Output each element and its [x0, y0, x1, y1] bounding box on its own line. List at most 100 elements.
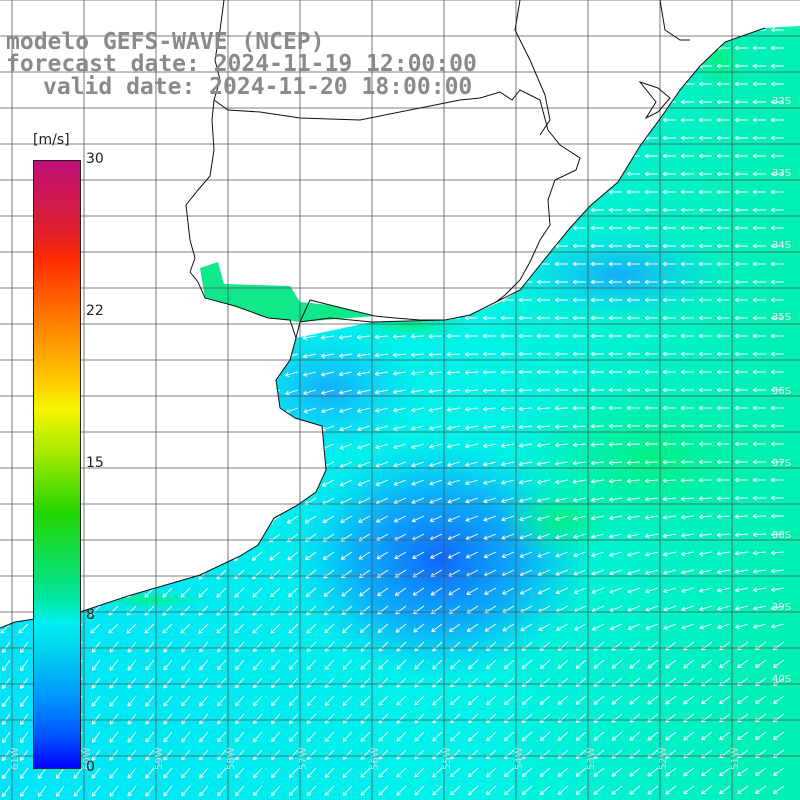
- wind-arrow: [145, 641, 155, 653]
- wind-arrow: [163, 677, 173, 689]
- wind-arrow: [608, 478, 623, 484]
- wind-arrow: [181, 731, 191, 743]
- wind-arrow: [537, 551, 551, 558]
- wind-arrow: [572, 387, 586, 393]
- wind-arrow: [338, 371, 353, 377]
- wind-arrow: [303, 371, 317, 377]
- wind-arrow: [73, 785, 83, 797]
- wind-arrow: [554, 387, 568, 393]
- wind-arrow: [663, 587, 677, 594]
- wind-arrow: [734, 153, 748, 159]
- wind-arrow: [429, 425, 443, 431]
- wind-arrow: [252, 731, 263, 743]
- wind-arrow: [626, 207, 640, 213]
- wind-arrow: [429, 461, 443, 468]
- wind-arrow: [770, 550, 785, 556]
- wind-arrow: [518, 387, 533, 393]
- river-plate-estuary: [200, 262, 375, 322]
- wind-arrow: [521, 713, 533, 724]
- wind-arrow: [644, 441, 659, 447]
- wind-arrow: [557, 695, 569, 705]
- wind-arrow: [572, 225, 586, 231]
- wind-arrow: [251, 551, 263, 561]
- colorbar-tick-8: 8: [86, 607, 95, 623]
- wind-arrow: [536, 297, 550, 303]
- wind-arrow: [269, 551, 281, 561]
- wind-arrow: [412, 587, 425, 596]
- wind-arrow: [752, 351, 766, 357]
- wind-arrow: [680, 387, 694, 393]
- wind-arrow: [235, 713, 245, 725]
- wind-arrow: [518, 406, 533, 412]
- wind-arrow: [608, 279, 622, 285]
- wind-arrow: [662, 351, 676, 357]
- wind-arrow: [680, 135, 694, 141]
- wind-arrow: [608, 189, 622, 195]
- wind-arrow: [683, 785, 695, 795]
- wind-arrow: [734, 243, 748, 249]
- wind-arrow: [593, 659, 605, 669]
- wind-arrow: [324, 695, 335, 706]
- wind-arrow: [518, 297, 532, 303]
- wind-arrow: [127, 731, 137, 743]
- wind-arrow: [536, 351, 550, 357]
- wind-arrow: [145, 785, 155, 797]
- wind-arrow: [432, 731, 443, 742]
- wind-arrow: [629, 767, 641, 777]
- wind-arrow: [339, 443, 353, 450]
- wind-arrow: [572, 279, 586, 285]
- wind-arrow: [338, 353, 353, 358]
- wind-arrow: [716, 514, 731, 520]
- wind-arrow: [145, 677, 155, 689]
- longitude-label: 55W: [442, 747, 453, 770]
- wind-arrow: [501, 497, 515, 504]
- wind-arrow: [608, 515, 623, 521]
- wind-arrow: [608, 497, 623, 502]
- wind-arrow: [199, 641, 209, 653]
- wind-arrow: [557, 749, 569, 759]
- wind-arrow: [752, 225, 766, 231]
- wind-arrow: [770, 63, 784, 69]
- wind-arrow: [446, 370, 461, 376]
- wind-arrow: [662, 496, 677, 502]
- longitude-label: 51W: [730, 747, 741, 770]
- wind-arrow: [537, 515, 551, 522]
- wind-arrow: [734, 495, 749, 501]
- wind-arrow: [572, 424, 587, 429]
- wind-arrow: [446, 388, 461, 394]
- wind-arrow: [288, 659, 299, 671]
- wind-arrow: [647, 767, 659, 777]
- wind-arrow: [360, 785, 371, 796]
- wind-arrow: [486, 659, 497, 670]
- wind-arrow: [626, 387, 640, 393]
- wind-arrow: [662, 405, 676, 411]
- wind-arrow: [109, 695, 119, 707]
- wind-arrow: [626, 351, 640, 357]
- wind-arrow: [464, 370, 479, 375]
- wind-arrow: [521, 785, 533, 796]
- wind-arrow: [752, 495, 766, 501]
- wind-arrow: [734, 207, 748, 213]
- wind-arrow: [591, 533, 605, 539]
- wind-arrow: [321, 479, 335, 487]
- wind-arrow: [662, 387, 676, 393]
- wind-arrow: [716, 243, 730, 249]
- wind-arrow: [305, 587, 317, 597]
- wind-arrow: [557, 713, 569, 723]
- wind-arrow: [536, 406, 551, 411]
- wind-arrow: [396, 785, 407, 796]
- wind-arrow: [466, 587, 479, 595]
- wind-arrow: [342, 695, 353, 706]
- wind-arrow: [770, 243, 784, 249]
- wind-arrow: [698, 171, 712, 177]
- wind-arrow: [626, 497, 641, 502]
- wind-arrow: [537, 587, 551, 595]
- wind-arrow: [2, 677, 11, 690]
- wind-arrow: [537, 497, 551, 503]
- wind-arrow: [19, 767, 29, 779]
- wind-arrow: [716, 153, 730, 159]
- wind-arrow: [698, 423, 712, 429]
- wind-arrow: [752, 243, 766, 249]
- wind-arrow: [539, 785, 551, 796]
- latitude-labels: 32S 33S 34S 35S 36S 37S 38S 39S 40S: [772, 96, 791, 685]
